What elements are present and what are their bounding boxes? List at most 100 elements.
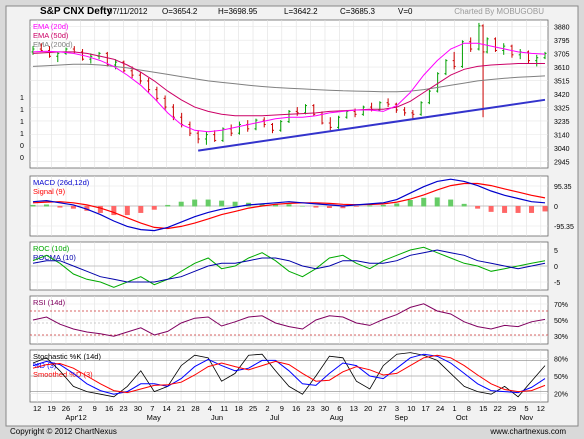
y-tick-label: 5 xyxy=(554,248,558,255)
legend-entry: EMA (200d) xyxy=(33,40,73,49)
x-tick-label: 2 xyxy=(78,404,82,413)
panel-stochastic: 80%50%20%Stochastic %K (14d)%D (3)Smooth… xyxy=(29,349,568,403)
panel-rsi: 70% 50% 30% RSI (14d) xyxy=(29,295,568,345)
macd-histogram-bar xyxy=(488,206,494,212)
y-tick-label: 3880 xyxy=(554,25,570,32)
copyright-text: Copyright © 2012 ChartNexus xyxy=(10,427,117,436)
roc-line xyxy=(32,246,546,288)
macd-histogram-bar xyxy=(340,206,346,209)
macd-histogram-bar xyxy=(30,204,36,207)
macd-histogram-bar xyxy=(111,206,117,216)
macd-histogram-bar xyxy=(205,199,211,207)
left-axis-label: 1 xyxy=(20,119,24,126)
x-tick-label: 24 xyxy=(436,404,444,413)
left-axis-label: 0 xyxy=(20,155,24,162)
y-tick-label: 0 xyxy=(554,264,558,271)
x-tick-label: 8 xyxy=(467,404,471,413)
rsi-line xyxy=(32,303,546,337)
macd-histogram-bar xyxy=(515,206,521,213)
x-tick-label: 17 xyxy=(422,404,430,413)
x-tick-label: 16 xyxy=(292,404,300,413)
macd-histogram-bar xyxy=(475,206,481,209)
x-tick-label: 16 xyxy=(105,404,113,413)
panel-roc: 5 0 -5 ROC (10d)ROCMA (10) xyxy=(29,241,560,291)
rocma-line xyxy=(32,249,546,283)
legend-entry: RSI (14d) xyxy=(33,298,66,307)
y-tick-label: 95.35 xyxy=(554,184,572,191)
macd-histogram-bar xyxy=(299,206,305,207)
x-tick-label: 7 xyxy=(150,404,154,413)
y-tick-label: 50% xyxy=(554,318,568,325)
y-tick-label: 3610 xyxy=(554,65,570,72)
x-tick-label: 15 xyxy=(479,404,487,413)
x-month-label: Aug xyxy=(330,413,343,422)
left-axis-label: 1 xyxy=(20,131,24,138)
macd-histogram-bar xyxy=(43,204,49,207)
site-text: www.chartnexus.com xyxy=(489,427,566,436)
x-tick-label: 2 xyxy=(265,404,269,413)
macd-histogram-bar xyxy=(219,200,225,207)
y-tick-label: 3795 xyxy=(554,38,570,45)
left-axis-label: 1 xyxy=(20,95,24,102)
x-tick-label: 5 xyxy=(524,404,528,413)
macd-histogram-bar xyxy=(394,203,400,207)
x-tick-label: 10 xyxy=(407,404,415,413)
x-tick-label: 26 xyxy=(62,404,70,413)
x-month-label: Jun xyxy=(211,413,223,422)
legend-entry: MACD (26d,12d) xyxy=(33,178,90,187)
macd-histogram-bar xyxy=(259,203,265,207)
x-tick-label: 3 xyxy=(395,404,399,413)
macd-histogram-bar xyxy=(124,206,130,216)
y-tick-label: -5 xyxy=(554,280,560,287)
stoch-d-line xyxy=(32,353,546,395)
left-axis-label: 1 xyxy=(20,107,24,114)
panel-price: 3880 3795 3705 3610 3515 3420 3325 3235 3140 3040… xyxy=(20,19,570,169)
legend-entry: Stochastic %K (14d) xyxy=(33,352,101,361)
macd-histogram-bar xyxy=(232,201,238,207)
macd-histogram-bar xyxy=(138,206,144,213)
macd-histogram-bar xyxy=(353,206,359,207)
x-month-label: May xyxy=(147,413,161,422)
macd-line xyxy=(32,178,546,232)
x-axis: 12 19 26 2 9 16 23 30 7 14 21 28 4 11 18 25 2 9 16 23 30 6 13 2… xyxy=(33,404,545,422)
macd-histogram-bar xyxy=(97,206,103,213)
y-tick-label: 20% xyxy=(554,391,568,398)
legend-entry: EMA (20d) xyxy=(33,22,69,31)
legend-entry: EMA (50d) xyxy=(33,31,69,40)
macd-histogram-bar xyxy=(273,204,279,207)
x-tick-label: 18 xyxy=(234,404,242,413)
legend-entry: ROC (10d) xyxy=(33,244,70,253)
left-axis-label: 0 xyxy=(20,143,24,150)
x-tick-label: 22 xyxy=(493,404,501,413)
ohlc-close: C=3685.3 xyxy=(340,7,375,16)
panel-macd: 95.35 0 -95.35 MACD (26d,12d)Signal (9) xyxy=(29,175,574,237)
ohlc-open: O=3654.2 xyxy=(162,7,198,16)
macd-histogram-bar xyxy=(286,204,292,207)
y-tick-label: 3705 xyxy=(554,52,570,59)
ohlc-low: L=3642.2 xyxy=(284,7,318,16)
ema50-line xyxy=(32,51,545,117)
x-month-label: Apr'12 xyxy=(65,413,86,422)
macd-histogram-bar xyxy=(57,206,63,208)
ema20-line xyxy=(32,42,546,133)
y-tick-label: -95.35 xyxy=(554,224,574,231)
macd-histogram-bar xyxy=(367,205,373,207)
macd-histogram-bar xyxy=(542,206,548,212)
y-tick-label: 70% xyxy=(554,302,568,309)
x-month-label: Nov xyxy=(520,413,534,422)
x-tick-label: 9 xyxy=(93,404,97,413)
x-tick-label: 29 xyxy=(508,404,516,413)
x-tick-label: 1 xyxy=(452,404,456,413)
macd-histogram-bar xyxy=(313,206,319,208)
macd-histogram-bar xyxy=(448,199,454,207)
y-tick-label: 2945 xyxy=(554,159,570,166)
macd-histogram-bar xyxy=(165,204,171,207)
y-tick-label: 3235 xyxy=(554,119,570,126)
x-tick-label: 12 xyxy=(33,404,41,413)
x-tick-label: 21 xyxy=(177,404,185,413)
signal-line xyxy=(32,182,546,230)
x-tick-label: 30 xyxy=(321,404,329,413)
x-month-label: Jul xyxy=(270,413,280,422)
ohlc-high: H=3698.95 xyxy=(218,7,258,16)
